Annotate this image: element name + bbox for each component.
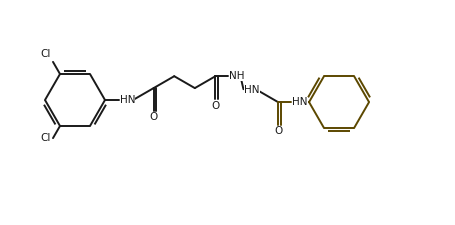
Text: HN: HN [244,85,259,95]
Text: HN: HN [291,97,307,107]
Text: HN: HN [120,95,135,105]
Text: Cl: Cl [40,133,51,143]
Text: O: O [273,126,282,137]
Text: Cl: Cl [40,49,51,59]
Text: NH: NH [229,71,244,81]
Text: O: O [211,101,219,111]
Text: O: O [149,112,157,122]
